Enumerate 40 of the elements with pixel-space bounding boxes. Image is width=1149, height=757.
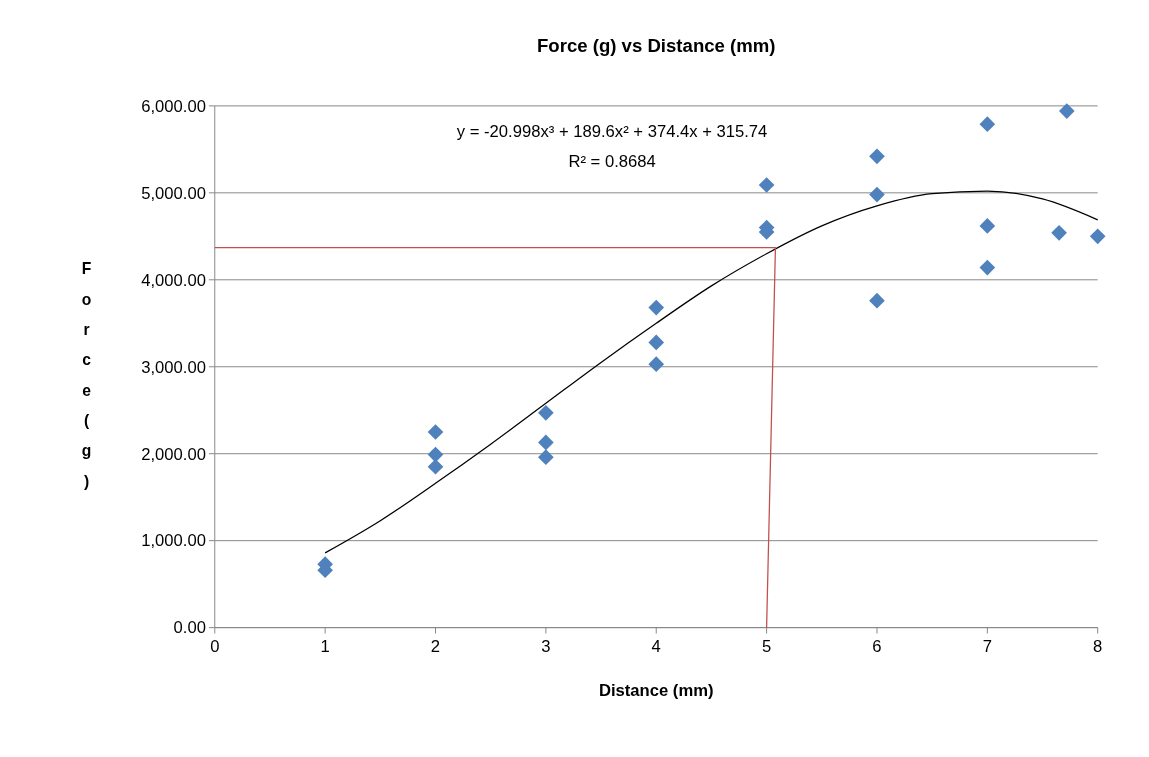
point	[1051, 225, 1067, 241]
point	[979, 116, 996, 132]
annotation: y = -20.998x³ + 189.6x² + 374.4x + 315.74	[456, 122, 768, 142]
point	[869, 292, 885, 309]
y-tick-label: 1,000.00	[141, 531, 206, 551]
x-tick-label: 3	[541, 637, 551, 657]
y-tick-label: 6,000.00	[141, 96, 206, 116]
point	[979, 218, 996, 234]
y-tick-label: 4,000.00	[141, 270, 206, 290]
x-tick-label: 8	[1093, 637, 1103, 657]
point	[648, 334, 665, 351]
x-tick-label: 4	[651, 637, 661, 657]
y-tick-label: 0.00	[173, 618, 206, 638]
y-tick-label: 3,000.00	[141, 357, 206, 377]
point	[427, 424, 444, 440]
point	[1089, 228, 1106, 245]
point	[1058, 103, 1075, 119]
point	[648, 356, 665, 372]
line-series	[324, 190, 1099, 554]
x-tick-label: 7	[982, 637, 992, 657]
point	[869, 148, 885, 165]
point	[648, 299, 665, 316]
point	[427, 458, 444, 475]
x-tick-label: 1	[320, 637, 330, 657]
x-axis-title: Distance (mm)	[598, 681, 714, 701]
point	[758, 177, 775, 193]
y-tick-label: 2,000.00	[141, 444, 206, 464]
annotation: R² = 0.8684	[568, 151, 656, 171]
point	[538, 449, 554, 466]
chart-title: Force (g) vs Distance (mm)	[536, 35, 776, 57]
x-tick-label: 5	[761, 637, 772, 657]
point	[538, 434, 554, 451]
y-tick-label: 5,000.00	[141, 183, 206, 203]
x-tick-label: 6	[872, 637, 882, 657]
x-tick-label: 2	[430, 637, 441, 657]
point	[979, 259, 996, 276]
x-tick-label: 0	[210, 637, 220, 657]
point	[869, 186, 885, 203]
point	[538, 405, 554, 421]
y-axis-title: Force (g)	[81, 260, 92, 490]
